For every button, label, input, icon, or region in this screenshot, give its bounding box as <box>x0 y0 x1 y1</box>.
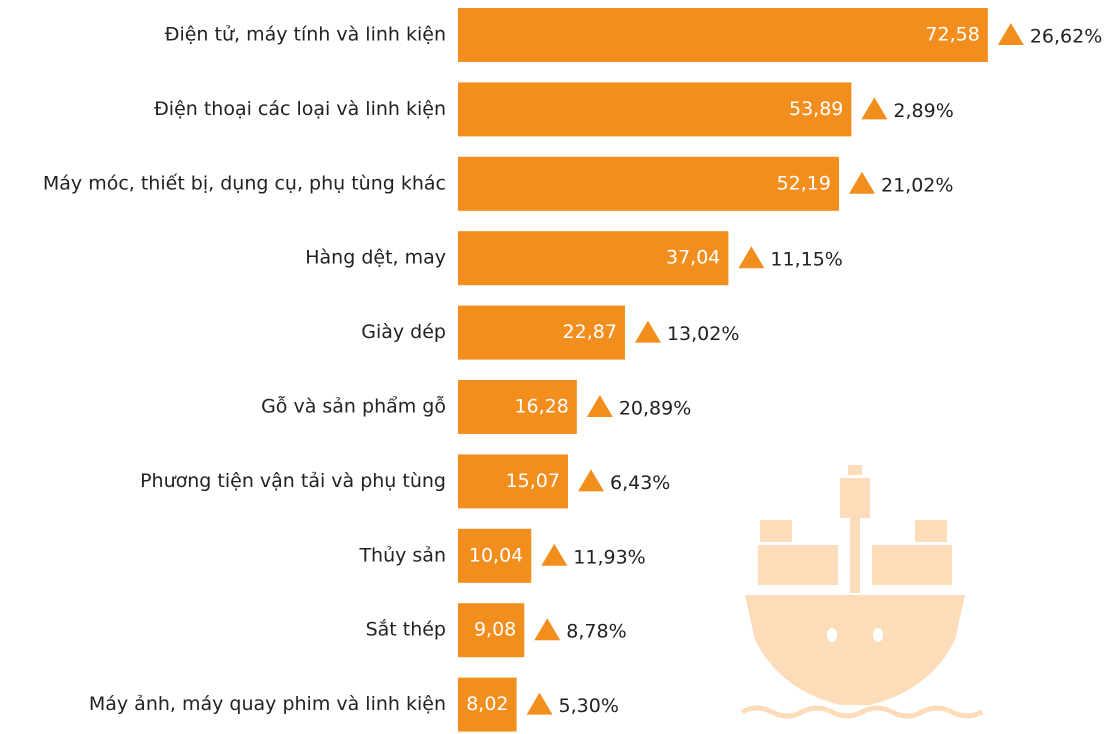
growth-label: 21,02% <box>881 174 953 196</box>
category-label: Điện tử, máy tính và linh kiện <box>165 24 446 46</box>
bar <box>458 8 988 62</box>
value-label: 16,28 <box>514 396 568 418</box>
value-label: 10,04 <box>469 544 523 566</box>
value-label: 52,19 <box>777 172 831 194</box>
value-label: 72,58 <box>925 24 979 46</box>
growth-label: 6,43% <box>610 472 670 494</box>
category-label: Sắt thép <box>366 618 446 641</box>
growth-label: 26,62% <box>1030 26 1102 48</box>
category-label: Thủy sản <box>358 544 446 566</box>
growth-triangle <box>587 395 613 417</box>
ship-illustration <box>742 465 982 716</box>
growth-triangle <box>527 693 553 715</box>
growth-label: 5,30% <box>559 695 619 717</box>
growth-triangle <box>738 246 764 268</box>
growth-label: 11,15% <box>770 249 842 271</box>
value-label: 8,02 <box>466 693 508 715</box>
growth-triangle <box>534 618 560 640</box>
growth-label: 13,02% <box>667 323 739 345</box>
category-label: Máy ảnh, máy quay phim và linh kiện <box>89 693 446 715</box>
value-label: 37,04 <box>666 247 720 269</box>
category-label: Hàng dệt, may <box>305 247 446 269</box>
value-label: 53,89 <box>789 98 843 120</box>
growth-triangle <box>849 172 875 194</box>
growth-label: 2,89% <box>893 100 953 122</box>
value-label: 15,07 <box>506 470 560 492</box>
growth-triangle <box>635 321 661 343</box>
category-label: Máy móc, thiết bị, dụng cụ, phụ tùng khá… <box>43 172 446 194</box>
category-label: Phương tiện vận tải và phụ tùng <box>140 470 446 492</box>
growth-triangle <box>578 469 604 491</box>
category-label: Điện thoại các loại và linh kiện <box>154 98 446 120</box>
growth-triangle <box>998 23 1024 45</box>
value-label: 9,08 <box>474 619 516 641</box>
page: Điện tử, máy tính và linh kiện 72,58 26,62… <box>0 0 1110 734</box>
growth-triangle <box>541 544 567 566</box>
growth-triangle <box>861 97 887 119</box>
chart: Điện tử, máy tính và linh kiện 72,58 26,62… <box>0 0 1110 734</box>
growth-label: 20,89% <box>619 398 691 420</box>
growth-label: 11,93% <box>573 546 645 568</box>
value-label: 22,87 <box>563 321 617 343</box>
category-label: Giày dép <box>361 321 446 343</box>
category-label: Gỗ và sản phẩm gỗ <box>261 395 446 418</box>
growth-label: 8,78% <box>566 621 626 643</box>
